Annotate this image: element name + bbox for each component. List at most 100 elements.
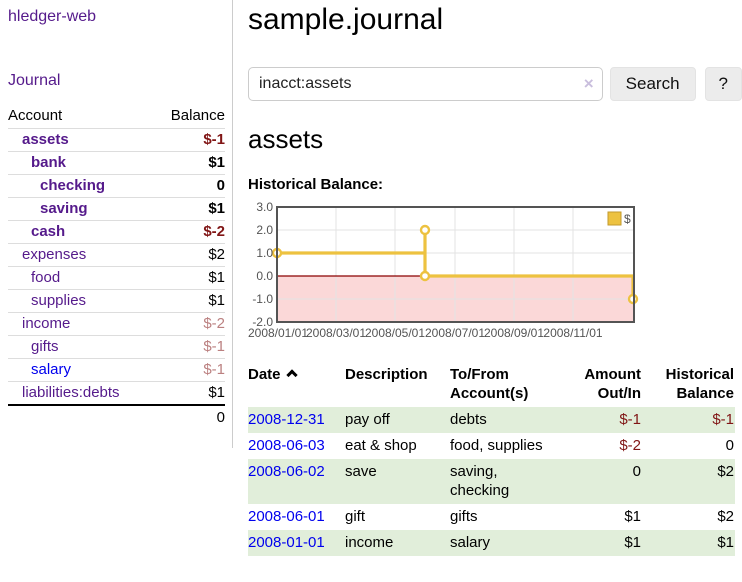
svg-text:2.0: 2.0 bbox=[256, 223, 273, 237]
transaction-accounts: salary bbox=[450, 534, 491, 551]
sort-ascending-icon bbox=[285, 369, 298, 381]
account-link-liabilities-debts[interactable]: liabilities:debts bbox=[22, 384, 120, 401]
accounts-header-account: Account bbox=[8, 107, 63, 124]
chart-x-ticks: 2008/01/01 2008/03/01 2008/05/01 2008/07… bbox=[248, 326, 603, 340]
account-link-salary[interactable]: salary bbox=[31, 361, 72, 378]
transaction-date-link[interactable]: 2008-06-02 bbox=[248, 463, 325, 480]
account-link-cash[interactable]: cash bbox=[31, 223, 66, 240]
register-header-date[interactable]: Date bbox=[248, 364, 345, 407]
chart-y-ticks: 3.0 2.0 1.0 0.0 -1.0 -2.0 bbox=[252, 200, 273, 329]
transaction-row: 2008-06-01 gift gifts $1 $2 bbox=[248, 504, 735, 530]
search-input[interactable] bbox=[248, 67, 603, 101]
account-balance: $1 bbox=[148, 289, 225, 313]
accounts-total-value: 0 bbox=[148, 404, 225, 429]
transaction-date-link[interactable]: 2008-12-31 bbox=[248, 411, 325, 428]
account-link-expenses[interactable]: expenses bbox=[22, 246, 87, 263]
account-row: expenses $2 bbox=[8, 243, 225, 267]
account-balance: $1 bbox=[148, 151, 225, 175]
accounts-header-balance: Balance bbox=[170, 107, 225, 124]
account-row: liabilities:debts $1 bbox=[8, 381, 225, 405]
transaction-amount: $-1 bbox=[619, 411, 641, 428]
transaction-date-link[interactable]: 2008-06-01 bbox=[248, 508, 325, 525]
account-link-saving[interactable]: saving bbox=[40, 200, 88, 217]
account-row: checking 0 bbox=[8, 174, 225, 198]
transaction-description: pay off bbox=[345, 411, 390, 428]
account-link-bank[interactable]: bank bbox=[31, 154, 67, 171]
search-button[interactable]: Search bbox=[609, 67, 696, 101]
transaction-balance: $2 bbox=[717, 508, 734, 525]
transaction-accounts: saving, checking bbox=[450, 463, 510, 499]
transaction-amount: $-2 bbox=[619, 437, 641, 454]
chart-border bbox=[276, 206, 635, 323]
chart-data-markers bbox=[271, 224, 639, 305]
accounts-balance-table: Account Balance assets $-1 bank $1 check… bbox=[8, 105, 225, 429]
svg-text:-1.0: -1.0 bbox=[252, 292, 273, 306]
account-link-assets[interactable]: assets bbox=[22, 131, 69, 148]
svg-text:3.0: 3.0 bbox=[256, 200, 273, 214]
account-balance: $-1 bbox=[148, 335, 225, 359]
sidebar: hledger-web Journal Account Balance asse… bbox=[0, 0, 233, 448]
transaction-amount: $1 bbox=[624, 508, 641, 525]
historical-balance-chart: $ 3.0 2.0 1.0 0.0 -1.0 -2.0 2008/01/01 2… bbox=[248, 200, 639, 340]
main-content: sample.journal × Search ? assets Histori… bbox=[248, 0, 742, 556]
account-row: bank $1 bbox=[8, 151, 225, 175]
transaction-accounts: gifts bbox=[450, 508, 478, 525]
transaction-balance: $1 bbox=[717, 534, 734, 551]
page-title: sample.journal bbox=[248, 3, 444, 36]
register-header-row: Date Description To/From Account(s) Amou… bbox=[248, 364, 735, 407]
app-brand-link[interactable]: hledger-web bbox=[8, 8, 97, 25]
transaction-row: 2008-06-03 eat & shop food, supplies $-2… bbox=[248, 433, 735, 459]
account-balance: $2 bbox=[148, 243, 225, 267]
transaction-description: income bbox=[345, 534, 394, 551]
transaction-row: 2008-06-02 save saving, checking 0 $2 bbox=[248, 459, 735, 504]
transaction-row: 2008-01-01 income salary $1 $1 bbox=[248, 530, 735, 556]
transaction-date-link[interactable]: 2008-01-01 bbox=[248, 534, 325, 551]
account-link-checking[interactable]: checking bbox=[40, 177, 106, 194]
account-balance: $-1 bbox=[148, 358, 225, 382]
account-row: income $-2 bbox=[8, 312, 225, 336]
clear-search-icon[interactable]: × bbox=[583, 74, 594, 93]
account-link-income[interactable]: income bbox=[22, 315, 71, 332]
account-row: assets $-1 bbox=[8, 128, 225, 152]
register-header-accounts: To/From Account(s) bbox=[450, 366, 529, 402]
register-header-balance: Historical Balance bbox=[665, 366, 734, 402]
svg-text:2008/01/01: 2008/01/01 bbox=[248, 326, 308, 340]
account-balance: $-2 bbox=[148, 220, 225, 244]
account-row: supplies $1 bbox=[8, 289, 225, 313]
account-balance: $1 bbox=[148, 381, 225, 405]
account-link-gifts[interactable]: gifts bbox=[31, 338, 59, 355]
account-balance: $1 bbox=[148, 197, 225, 221]
account-link-supplies[interactable]: supplies bbox=[31, 292, 87, 309]
transaction-balance: $2 bbox=[717, 463, 734, 480]
svg-text:-2.0: -2.0 bbox=[252, 315, 273, 329]
transaction-description: gift bbox=[345, 508, 366, 525]
register-header-description: Description bbox=[345, 366, 428, 383]
transaction-description: save bbox=[345, 463, 377, 480]
account-row: salary $-1 bbox=[8, 358, 225, 382]
accounts-header-row: Account Balance bbox=[8, 105, 225, 129]
transaction-amount: $1 bbox=[624, 534, 641, 551]
account-balance: $-1 bbox=[148, 128, 225, 152]
transaction-accounts: food, supplies bbox=[450, 437, 543, 454]
transaction-balance: 0 bbox=[725, 437, 734, 454]
account-row: food $1 bbox=[8, 266, 225, 290]
account-row: gifts $-1 bbox=[8, 335, 225, 359]
transaction-description: eat & shop bbox=[345, 437, 417, 454]
register-account-heading: assets bbox=[248, 124, 324, 154]
chart-title: Historical Balance: bbox=[248, 176, 384, 193]
transaction-balance: $-1 bbox=[712, 411, 734, 428]
accounts-total-row: 0 bbox=[8, 404, 225, 429]
svg-text:2008/07/01: 2008/07/01 bbox=[425, 326, 485, 340]
svg-text:2008/03/01: 2008/03/01 bbox=[306, 326, 366, 340]
account-link-food[interactable]: food bbox=[31, 269, 61, 286]
transaction-date-link[interactable]: 2008-06-03 bbox=[248, 437, 325, 454]
svg-text:2008/11/01: 2008/11/01 bbox=[543, 326, 602, 340]
account-row: saving $1 bbox=[8, 197, 225, 221]
sidebar-item-journal[interactable]: Journal bbox=[8, 72, 61, 89]
svg-text:0.0: 0.0 bbox=[256, 269, 273, 283]
search-help-button[interactable]: ? bbox=[704, 67, 742, 101]
search-box: × bbox=[248, 67, 603, 101]
transaction-row: 2008-12-31 pay off debts $-1 $-1 bbox=[248, 407, 735, 433]
svg-text:1.0: 1.0 bbox=[256, 246, 273, 260]
register-table: Date Description To/From Account(s) Amou… bbox=[248, 364, 735, 556]
